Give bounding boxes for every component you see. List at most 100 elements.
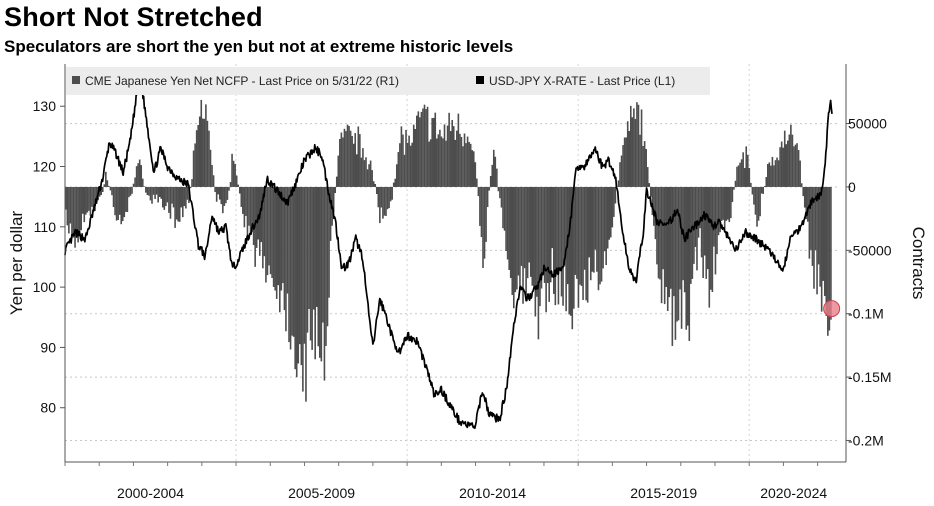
bar [719,186,721,233]
bar [817,186,820,265]
bar [520,186,523,266]
bar [140,165,143,187]
bar [452,126,455,187]
bar [248,186,250,226]
bar [479,186,481,226]
bar [257,186,260,240]
bar [423,104,426,187]
bar [522,186,524,304]
bar [121,186,124,222]
bar [608,186,611,240]
bar [349,130,352,187]
bar [706,186,709,270]
bar [205,104,207,187]
bar [388,186,390,209]
bar [491,164,494,187]
bar [292,186,295,337]
bar [100,186,103,195]
bar [525,186,527,295]
bar [400,126,403,187]
bar [77,186,79,243]
bar [723,186,726,232]
bar [174,186,176,228]
bar [662,186,664,270]
bar [703,186,706,256]
bar [505,186,507,251]
bar [506,186,509,260]
bar [132,183,135,187]
bar [623,137,626,187]
usdjpy-line [64,75,833,430]
bar [731,186,734,203]
bar [362,148,364,187]
bar [275,186,278,299]
bar [807,186,809,222]
right-axis-label: Contracts [909,227,928,300]
bar [603,186,606,252]
bar [765,176,768,187]
bar [105,171,107,187]
bar [448,112,450,187]
bar [500,186,503,208]
bar [129,186,132,196]
bar [434,112,437,187]
bar [351,135,353,187]
bar [329,186,332,241]
bar [268,186,270,266]
bar [420,111,423,187]
bar [609,186,612,238]
bar [619,162,621,187]
bar [328,186,330,298]
bar [340,132,343,187]
bar [545,186,547,313]
bar [403,154,406,187]
bar [546,186,549,283]
bar [551,186,554,249]
bar [145,186,147,193]
bar [457,113,460,187]
right-tick-label: -50000 [848,242,892,258]
bar [346,124,349,187]
bar [737,165,740,187]
bar [238,186,241,194]
bar [402,134,404,187]
bar [152,186,155,195]
bar [599,186,601,285]
bar [511,186,514,295]
bar [369,160,372,187]
bar [602,186,604,269]
bar [596,186,598,272]
bar [516,186,518,290]
bar [639,134,641,187]
bar [568,186,571,315]
bar [200,99,203,187]
left-tick-label: 80 [40,400,56,416]
bar [86,186,89,213]
bar [155,186,158,195]
bar [580,186,583,286]
bar [651,186,654,216]
bar [380,186,383,208]
bar [203,118,206,187]
bar [782,147,784,187]
bar [482,186,484,268]
bar [726,186,729,220]
bar [540,186,543,289]
bar [534,186,537,317]
bar [622,145,624,187]
bar [816,186,818,295]
bar [429,139,432,187]
bar [574,186,577,275]
right-tick-label: -0.15M [848,369,892,385]
bar [605,186,607,266]
bar [583,186,586,270]
bar [811,186,814,266]
bar [746,154,749,187]
bar [533,186,535,287]
bar [360,157,363,187]
bar [412,124,415,187]
bar [677,186,680,321]
bar [311,186,313,350]
bar [690,186,692,284]
bar [192,150,195,187]
